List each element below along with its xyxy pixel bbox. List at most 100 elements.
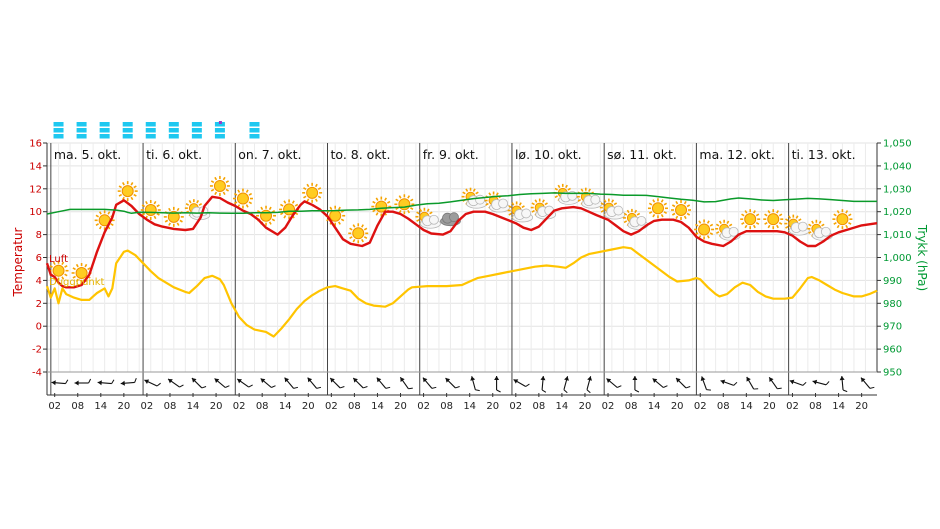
sun-ray: [233, 192, 238, 196]
sun-ray: [271, 218, 276, 222]
sun-ray: [256, 210, 261, 213]
sun-ray: [652, 213, 656, 218]
x-tick-label: 02: [694, 401, 707, 412]
sun-ray: [410, 198, 414, 202]
sun-ray: [280, 212, 284, 216]
sun-ray: [352, 224, 356, 228]
precip-bar: [99, 122, 110, 127]
sun-disc: [144, 204, 157, 217]
partly-cloudy-icon: [715, 219, 741, 241]
precip-bar: [145, 134, 156, 139]
sun-ray: [210, 180, 215, 184]
sun-ray: [557, 184, 561, 189]
sun-ray: [210, 188, 215, 192]
sun-ray: [317, 187, 322, 191]
sun-ray: [542, 199, 545, 203]
sun-ray: [534, 199, 538, 203]
sun-ray: [554, 195, 558, 199]
sun-ray: [706, 235, 710, 239]
series-labels: Luft Duggpunkt: [49, 254, 105, 288]
sun-ray: [122, 196, 125, 201]
sun-ray: [833, 221, 837, 225]
sun-ray: [623, 212, 628, 216]
wind-head: [168, 378, 173, 384]
sun-ray: [767, 210, 771, 214]
precip-bar: [214, 128, 225, 133]
left-tick-label: -4: [32, 368, 42, 379]
sun-ray: [709, 223, 714, 227]
partly-cloudy-icon: [784, 214, 810, 236]
sun-ray: [485, 202, 489, 206]
sun-ray: [314, 183, 318, 188]
wind-arrow-icon: [120, 378, 137, 386]
sun-ray: [663, 211, 668, 214]
partly-cloudy-icon: [553, 183, 580, 205]
sun-ray: [156, 204, 160, 208]
sun-icon: [232, 188, 253, 209]
sun-ray: [695, 232, 699, 236]
x-tick-label: 08: [71, 401, 84, 412]
sun-ray: [785, 225, 789, 229]
sun-ray: [375, 197, 379, 201]
right-tick-label: 1,010: [883, 230, 912, 241]
wind-head: [74, 380, 79, 386]
precip-bar: [53, 128, 64, 133]
right-axis-title: Trykk (hPa): [915, 224, 929, 291]
precip-bar: [168, 134, 179, 139]
sun-ray: [821, 223, 825, 227]
sun-ray: [153, 215, 157, 220]
wind-barb: [685, 386, 691, 389]
right-tick-label: 990: [883, 276, 902, 287]
sun-ray: [340, 218, 345, 222]
sun-ray: [110, 223, 114, 227]
x-tick-label: 14: [94, 401, 107, 412]
sun-disc: [236, 192, 249, 205]
sun-ray: [808, 223, 812, 227]
sun-ray: [675, 215, 679, 220]
sun-ray: [836, 224, 840, 229]
sun-ray: [303, 187, 307, 191]
wind-barb: [385, 386, 391, 389]
sun-ray: [798, 218, 802, 222]
wind-head: [700, 376, 706, 382]
sun-ray: [613, 202, 618, 206]
wind-barb: [496, 389, 501, 393]
sun-ray: [386, 200, 391, 204]
sun-disc: [836, 213, 849, 226]
precip-bar: [214, 122, 225, 127]
sun-ray: [363, 227, 368, 231]
precip-bar: [249, 122, 260, 127]
wind-head: [606, 378, 612, 383]
wind-head: [237, 378, 242, 384]
sun-ray: [303, 195, 307, 199]
wind-arrow-icon: [376, 377, 391, 389]
sun-ray: [600, 209, 605, 213]
sun-ray: [660, 213, 664, 218]
left-tick-label: 10: [29, 207, 42, 218]
sun-ray: [245, 189, 249, 193]
sun-icon: [117, 181, 138, 202]
left-tick-label: 0: [36, 322, 42, 333]
x-tick-label: 08: [440, 401, 453, 412]
cloud-puff: [590, 194, 601, 205]
wind-head: [144, 379, 150, 384]
sun-ray: [544, 202, 548, 206]
precip-marker: [122, 122, 133, 139]
x-tick-label: 08: [256, 401, 269, 412]
sun-ray: [671, 212, 676, 216]
sun-ray: [744, 224, 748, 229]
sun-ray: [778, 213, 783, 217]
sun-ray: [811, 220, 815, 224]
x-tick-label: 02: [141, 401, 154, 412]
wind-head: [97, 380, 102, 386]
precip-bar: [76, 134, 87, 139]
wind-arrow-icon: [97, 379, 115, 386]
sun-ray: [845, 210, 849, 214]
partly-cloudy-icon: [576, 187, 603, 209]
sun-ray: [153, 200, 157, 205]
wind-head: [632, 376, 638, 381]
right-tick-label: 1,020: [883, 207, 912, 218]
wind-arrow-icon: [860, 377, 875, 389]
wind-barb: [617, 385, 622, 388]
sun-ray: [233, 201, 238, 205]
